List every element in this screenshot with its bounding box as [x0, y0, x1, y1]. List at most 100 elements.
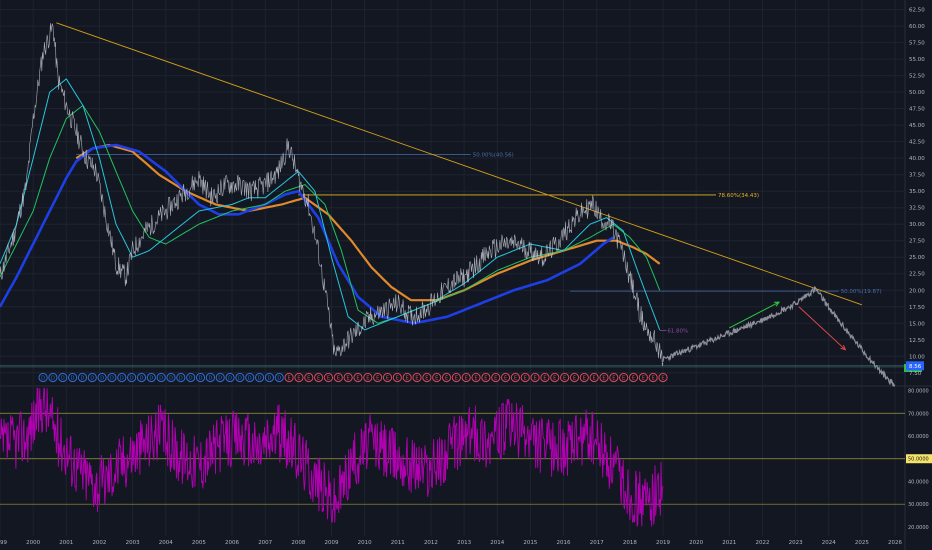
time-tick-label: 2002 — [92, 540, 106, 546]
time-tick-label: 2019 — [656, 540, 670, 546]
signal-marker-glyph: E — [415, 376, 418, 382]
blue-signal-marker: D — [235, 372, 245, 383]
signal-marker-glyph: D — [110, 376, 114, 382]
signal-marker-ring — [432, 372, 442, 383]
signal-marker-glyph: E — [347, 376, 350, 382]
signal-marker-glyph: D — [159, 376, 163, 382]
signal-marker-glyph: E — [593, 376, 596, 382]
signal-marker-glyph: D — [149, 376, 153, 382]
signal-marker-ring — [560, 372, 570, 383]
signal-marker-ring — [343, 372, 353, 383]
price-tick-label: 20.00 — [909, 288, 925, 294]
red-signal-marker: E — [609, 372, 619, 383]
blue-signal-marker: D — [264, 372, 275, 383]
signal-marker-ring — [176, 372, 186, 383]
signal-marker-glyph: E — [386, 376, 389, 382]
signal-marker-glyph: D — [51, 376, 55, 382]
red-signal-marker: E — [461, 372, 471, 383]
red-signal-marker: E — [382, 372, 393, 383]
red-signal-marker: E — [560, 372, 570, 383]
signal-marker-ring — [441, 372, 452, 383]
signal-marker-glyph: E — [356, 376, 359, 382]
rsi-tick-label: 20.0000 — [908, 525, 929, 531]
signal-marker-glyph: E — [622, 376, 625, 382]
signal-marker-glyph: E — [612, 376, 615, 382]
up-arrow — [729, 301, 781, 329]
signal-marker-ring — [97, 372, 107, 383]
signal-marker-glyph: E — [455, 376, 458, 382]
signal-marker-glyph: E — [317, 376, 320, 382]
price-tick-label: 17.50 — [909, 305, 925, 311]
blue-signal-marker: D — [146, 372, 156, 383]
fib-50-upper-label: 50.00%(40.56) — [473, 152, 514, 158]
signal-marker-ring — [205, 372, 215, 383]
rsi-tick-label: 40.0000 — [908, 479, 929, 485]
signal-marker-ring — [491, 372, 501, 383]
time-tick-label: 2015 — [523, 540, 537, 546]
red-signal-marker: E — [550, 372, 560, 383]
time-tick-label: 2023 — [789, 540, 803, 546]
red-signal-marker: E — [373, 372, 383, 383]
down-arrow-shaft — [798, 306, 846, 351]
red-signal-marker: E — [510, 372, 521, 383]
signal-marker-ring — [333, 372, 343, 383]
red-signal-marker: E — [500, 372, 511, 383]
price-tick-label: 47.50 — [909, 107, 925, 113]
time-tick-label: 2004 — [159, 540, 173, 546]
signal-marker-ring — [314, 372, 324, 383]
time-tick-label: 2016 — [557, 540, 571, 546]
red-signal-marker: E — [323, 372, 334, 383]
signal-marker-ring — [373, 372, 383, 383]
fib-618-label: 61.80% — [667, 329, 688, 335]
red-signal-marker: E — [363, 372, 373, 383]
price-tick-label: 40.00 — [909, 156, 925, 162]
signal-marker-ring — [245, 372, 255, 383]
price-tick-label: 60.00 — [909, 24, 925, 30]
signal-marker-ring — [638, 372, 648, 383]
signal-marker-ring — [579, 372, 589, 383]
signal-marker-glyph: D — [81, 376, 85, 382]
red-signal-marker: E — [392, 372, 402, 383]
signal-marker-ring — [284, 372, 294, 383]
signal-marker-glyph: D — [267, 376, 271, 382]
time-tick-label: 2011 — [391, 540, 405, 546]
time-tick-label: 2006 — [225, 540, 239, 546]
price-panel[interactable]: 50.00%(40.56) 78.60%(34.43) 50.00%(19.87) 6… — [0, 22, 905, 387]
rsi-highlight-label: 50.0000 — [908, 457, 929, 463]
signal-marker-ring — [382, 372, 393, 383]
time-tick-label: 2010 — [358, 540, 372, 546]
signal-marker-glyph: E — [307, 376, 310, 382]
signal-marker-glyph: D — [258, 376, 262, 382]
red-signal-marker: E — [658, 372, 668, 383]
red-signal-marker: E — [579, 372, 589, 383]
signal-marker-ring — [294, 372, 304, 383]
signal-marker-glyph: D — [71, 376, 75, 382]
signal-marker-ring — [38, 372, 48, 383]
rsi-panel[interactable] — [0, 387, 905, 527]
time-tick-label: 2021 — [722, 540, 736, 546]
red-signal-marker: E — [540, 372, 550, 383]
signal-marker-ring — [195, 372, 206, 383]
signal-marker-ring — [363, 372, 373, 383]
signal-marker-ring — [520, 372, 530, 383]
signal-marker-glyph: D — [277, 376, 281, 382]
signal-marker-ring — [589, 372, 599, 383]
price-tick-label: 62.50 — [909, 8, 925, 14]
signal-marker-ring — [136, 372, 147, 383]
rsi-tick-label: 80.0000 — [908, 389, 929, 395]
blue-signal-marker: D — [274, 372, 284, 383]
blue-signal-marker: D — [38, 372, 48, 383]
red-signal-marker: E — [422, 372, 432, 383]
price-tick-label: 25.00 — [909, 255, 925, 261]
signal-marker-glyph: E — [465, 376, 468, 382]
signal-marker-glyph: D — [120, 376, 124, 382]
up-arrow-head — [774, 301, 781, 307]
red-signal-marker: E — [294, 372, 304, 383]
signal-marker-ring — [481, 372, 491, 383]
signal-marker-glyph: E — [524, 376, 527, 382]
fib-50-lower-label: 50.00%(19.87) — [841, 289, 882, 295]
time-tick-label: 2007 — [258, 540, 272, 546]
signal-marker-glyph: E — [642, 376, 645, 382]
signal-marker-glyph: D — [90, 376, 94, 382]
time-tick-label: 2009 — [325, 540, 339, 546]
